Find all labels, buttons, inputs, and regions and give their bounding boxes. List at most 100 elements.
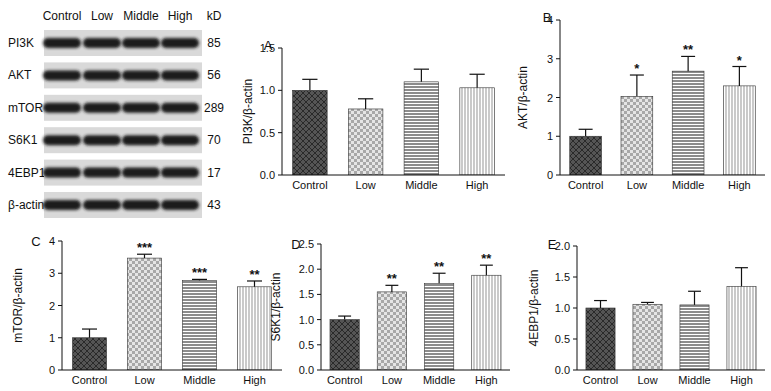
error-stem: [694, 291, 695, 305]
x-tick-label: Low: [627, 179, 647, 191]
band: [122, 135, 160, 145]
y-tick: [58, 241, 62, 242]
kd-label: 85: [207, 36, 221, 50]
blot-strip: [44, 95, 202, 121]
band: [122, 168, 160, 178]
x-tick-label: High: [243, 374, 266, 386]
error-bar: [433, 273, 446, 283]
significance: **: [387, 271, 398, 286]
x-tick-label: Control: [327, 374, 362, 386]
bar: [633, 304, 662, 370]
error-stem: [636, 75, 637, 96]
error-stem: [89, 329, 90, 338]
band: [83, 168, 121, 178]
error-cap: [688, 291, 701, 292]
annotations: ********: [137, 240, 261, 282]
y-tick-label: 0.0: [299, 364, 314, 376]
error-bar: [338, 316, 351, 320]
western-blot: ControlLowMiddleHighkDPI3K85AKT56mTOR289…: [8, 9, 224, 218]
error-cap: [579, 129, 593, 130]
error-cap: [641, 302, 654, 303]
protein-label: β-actin: [8, 198, 44, 212]
y-axis: [282, 48, 283, 175]
x-tick-label: Middle: [183, 374, 215, 386]
y-axis-label: S6K1/β-actin: [269, 273, 283, 342]
error-stem: [477, 74, 478, 88]
error-stem: [688, 56, 689, 71]
bar-chart: CmTOR/β-actin01234********ControlLowMidd…: [11, 234, 282, 386]
y-tick: [573, 277, 577, 278]
bar: [127, 258, 161, 370]
x-tick-label: Control: [583, 374, 618, 386]
y-tick: [58, 337, 62, 338]
band: [43, 135, 81, 145]
bar-chart: E4EBP1/β-actin0.00.51.01.52.0ControlLowM…: [527, 237, 765, 386]
x-tick-label: Low: [134, 374, 154, 386]
significance: *: [634, 61, 640, 76]
band: [122, 200, 160, 210]
error-bar: [630, 75, 644, 96]
kd-label: 56: [207, 68, 221, 82]
significance: **: [434, 259, 445, 274]
blot-strip: [44, 160, 202, 186]
significance: **: [683, 42, 694, 57]
significance: ***: [192, 265, 208, 280]
lane-label: Middle: [123, 9, 159, 23]
bar: [727, 286, 756, 370]
y-tick: [317, 269, 321, 270]
y-tick-label: 2.0: [555, 240, 570, 252]
y-tick: [58, 370, 62, 371]
error-cap: [358, 98, 373, 99]
y-tick: [58, 273, 62, 274]
y-tick-label: 1.5: [555, 271, 570, 283]
kd-label: 70: [207, 133, 221, 147]
bar: [460, 88, 495, 175]
band: [83, 38, 121, 48]
error-stem: [365, 99, 366, 109]
band: [43, 103, 81, 113]
error-stem: [739, 67, 740, 86]
y-tick: [573, 246, 577, 247]
band: [161, 38, 199, 48]
bar-chart: API3K/β-actin0.00.51.01.5ControlLowMiddl…: [241, 38, 505, 191]
error-cap: [470, 74, 485, 75]
kd-label: 43: [207, 198, 221, 212]
annotations: ****: [634, 42, 743, 76]
lane-label: Low: [91, 9, 113, 23]
band: [122, 70, 160, 80]
blot-strip: [44, 62, 202, 88]
band: [161, 168, 199, 178]
bar: [72, 338, 106, 370]
band: [161, 200, 199, 210]
bars: [570, 56, 756, 175]
error-bar: [414, 69, 429, 82]
x-tick-label: Middle: [678, 374, 710, 386]
error-stem: [486, 265, 487, 275]
error-stem: [421, 69, 422, 82]
bar: [586, 308, 615, 370]
significance: **: [481, 251, 492, 266]
error-bar: [302, 79, 317, 90]
blot-strip: [44, 30, 202, 56]
annotations: ** ** **: [387, 251, 493, 286]
y-tick: [317, 244, 321, 245]
blot-strip: [44, 127, 202, 153]
x-tick-label: High: [730, 374, 753, 386]
y-tick-label: 2: [49, 300, 55, 312]
bar-chart: DS6K1/β-actin0.00.51.01.52.02.5******Con…: [269, 237, 510, 386]
y-tick-label: 1: [49, 332, 55, 344]
bars: [330, 265, 501, 370]
y-tick: [317, 319, 321, 320]
y-tick: [573, 370, 577, 371]
lane-label: Control: [43, 9, 82, 23]
band: [43, 168, 81, 178]
y-tick-label: 1.0: [299, 314, 314, 326]
y-tick-label: 1.0: [260, 84, 275, 96]
y-tick: [317, 370, 321, 371]
y-tick-label: 3: [547, 53, 553, 65]
blot-strip: [44, 192, 202, 218]
band: [161, 70, 199, 80]
lane-label: High: [168, 9, 193, 23]
bars: [72, 254, 271, 370]
bar: [237, 287, 271, 370]
